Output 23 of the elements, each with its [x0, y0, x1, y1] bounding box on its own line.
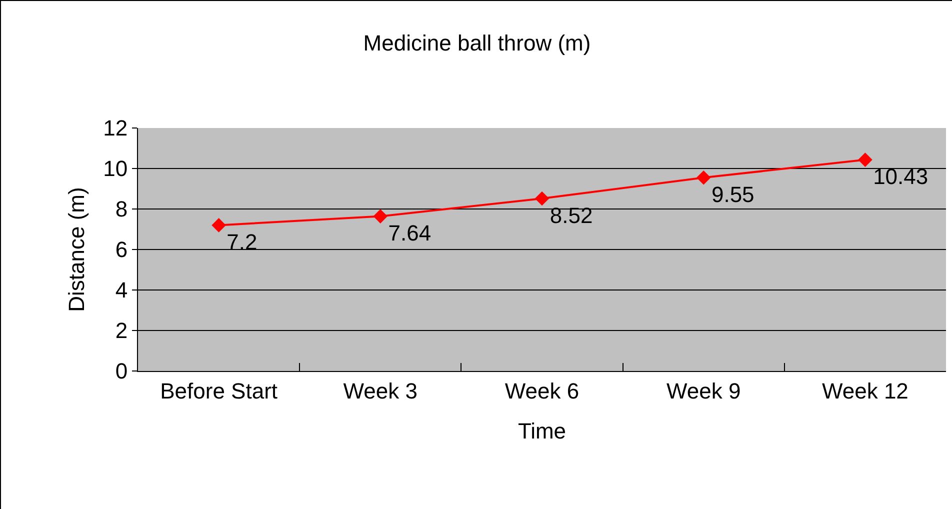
- y-tick-label: 2: [115, 318, 128, 344]
- data-label: 9.55: [711, 182, 754, 207]
- point: [534, 191, 550, 206]
- chart-title: Medicine ball throw (m): [363, 30, 591, 56]
- x-tick-label: Week 3: [343, 378, 418, 404]
- y-tick-label: 12: [103, 116, 128, 141]
- x-tick-label: Week 9: [666, 378, 741, 404]
- data-label: 7.64: [388, 220, 432, 246]
- y-tick-label: 8: [115, 196, 128, 222]
- x-tick-label: Week 6: [504, 378, 580, 404]
- x-tick-label: Before Start: [160, 378, 278, 404]
- data-label: 10.43: [873, 164, 928, 190]
- y-axis-title: Distance (m): [64, 187, 89, 312]
- point: [858, 152, 872, 167]
- x-tick-label: Week 12: [822, 378, 908, 404]
- y-tick-label: 4: [115, 278, 128, 303]
- y-tick-label: 6: [115, 237, 128, 262]
- y-tick-label: 0: [115, 358, 128, 384]
- point: [212, 218, 226, 232]
- point: [373, 209, 388, 224]
- y-tick-label: 10: [103, 156, 128, 182]
- point: [696, 170, 711, 185]
- x-axis-title: Time: [518, 418, 566, 444]
